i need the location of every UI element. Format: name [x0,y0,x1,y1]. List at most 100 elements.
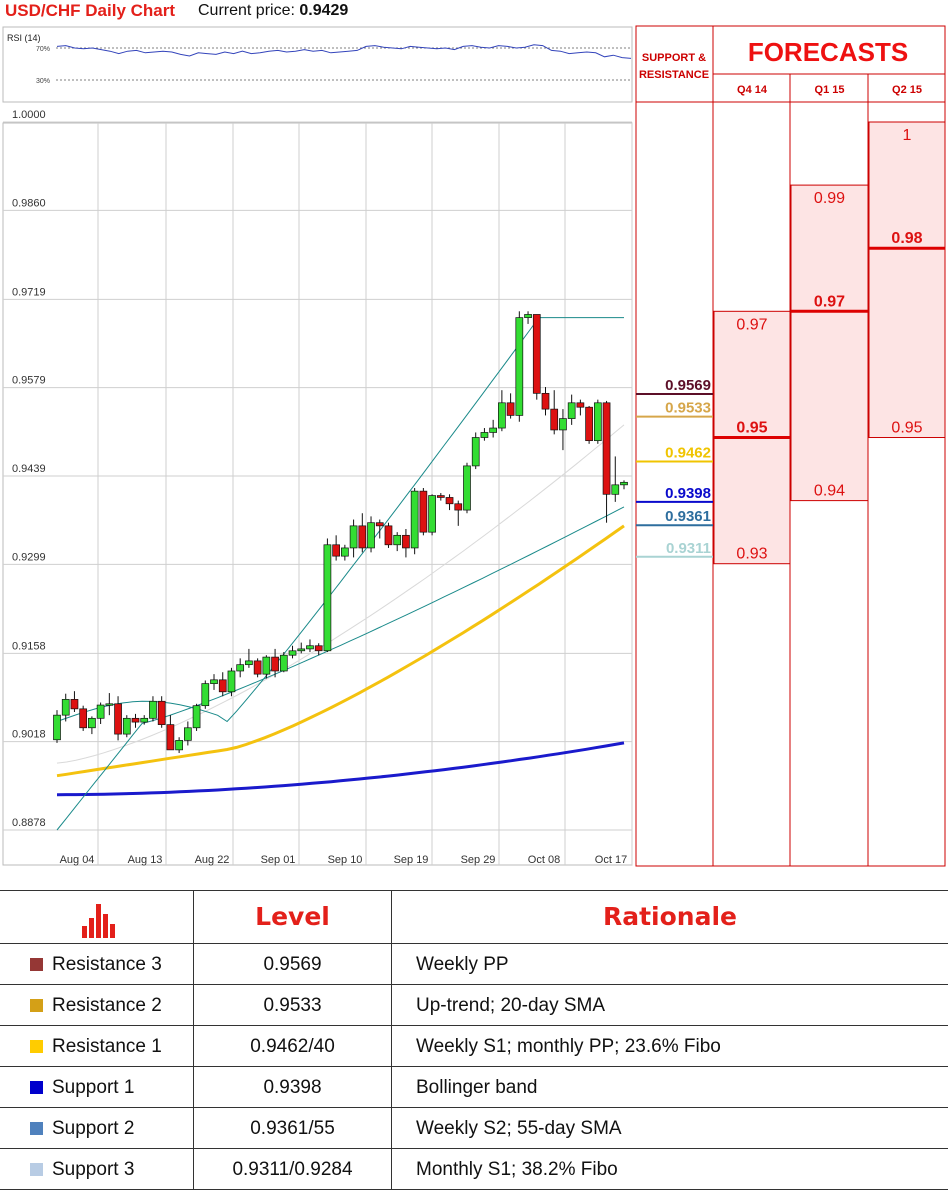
current-price: Current price: 0.9429 [198,2,348,20]
level-color-swatch [30,1122,43,1135]
table-row: Support 1 0.9398 Bollinger band [0,1067,948,1108]
level-rationale: Weekly S2; 55-day SMA [416,1118,622,1139]
candle-up [410,490,419,549]
level-value: 0.9361/55 [250,1118,335,1139]
rationale-header: Rationale [602,902,737,931]
sr-header-line2: RESISTANCE [639,69,709,81]
candle-up [393,534,402,546]
candle-up [498,402,506,429]
forecast-low: 0.94 [814,483,845,500]
level-color-swatch [30,958,43,971]
candle-down [70,699,79,710]
candle-up [489,427,498,433]
level-name: Resistance 3 [52,954,162,975]
chart-header: USD/CHF Daily Chart Current price: 0.942… [0,0,636,24]
sr-value: 0.9569 [665,377,711,394]
candle-down [506,402,515,416]
forecast-column-label: Q1 15 [815,84,845,96]
level-color-swatch [30,1040,43,1053]
candle-up [611,484,620,495]
candle-up [53,714,61,741]
x-tick-label: Sep 19 [394,854,429,866]
candle-up [245,660,253,666]
sr-value: 0.9533 [665,400,711,417]
candle-up [236,664,245,672]
level-rationale: Weekly S1; monthly PP; 23.6% Fibo [416,1036,721,1057]
candle-up [567,402,576,419]
y-tick-label: 0.8878 [12,817,46,829]
candle-up [183,727,192,741]
y-tick-label: 0.9018 [12,729,46,741]
level-value: 0.9462/40 [250,1036,335,1057]
candle-up [620,481,628,486]
candle-up [262,656,271,675]
y-tick-label: 0.9860 [12,197,46,209]
candle-up [279,654,288,672]
candle-up [61,699,70,716]
candle-up [593,402,602,442]
rsi-panel: RSI (14) 70% 30% [2,26,633,103]
candle-up [288,650,297,656]
level-name: Support 3 [52,1159,135,1180]
forecast-mid: 0.97 [814,293,845,310]
y-tick-label: 1.0000 [12,109,46,121]
rsi-label: RSI (14) [7,33,41,43]
forecast-high: 0.99 [814,190,845,207]
x-tick-label: Aug 22 [195,854,230,866]
candle-down [550,408,559,431]
forecast-high: 1 [903,127,912,144]
level-value: 0.9533 [263,995,322,1016]
y-tick-label: 0.9579 [12,375,46,387]
current-price-value: 0.9429 [299,2,349,19]
candle-up [323,544,332,652]
candle-up [515,317,524,416]
indicator-line [56,741,625,797]
level-name: Resistance 1 [52,1036,162,1057]
candle-down [541,392,550,410]
candle-down [253,660,262,675]
level-color-swatch [30,999,43,1012]
rsi-line [56,44,632,59]
forecasts-title: FORECASTS [748,37,908,67]
x-tick-label: Oct 17 [595,854,627,866]
candle-up [480,432,489,438]
candle-up [524,314,532,318]
level-name: Support 2 [52,1118,135,1139]
level-value: 0.9398 [263,1077,322,1098]
forecast-high: 0.97 [736,316,767,333]
indicator-line [56,524,625,778]
y-tick-label: 0.9719 [12,286,46,298]
candle-down [271,656,279,672]
indicator-line [56,506,625,831]
forecast-low: 0.95 [891,420,922,437]
candle-up [306,645,314,650]
candle-down [445,497,454,505]
candle-up [96,704,105,719]
candle-up [297,648,306,652]
candle-down [157,700,166,725]
forecast-range [868,121,946,439]
candle-down [436,495,445,498]
candle-up [210,679,218,684]
level-rationale: Bollinger band [416,1077,538,1098]
candle-down [454,503,463,511]
chart-title: USD/CHF Daily Chart [5,1,176,20]
candle-up [349,525,358,549]
candle-down [314,645,323,652]
candle-up [463,465,471,511]
level-header: Level [255,902,330,931]
bar-chart-icon [80,902,120,938]
y-tick-label: 0.9158 [12,640,46,652]
rsi-level-low: 30% [36,78,50,85]
table-row: Resistance 3 0.9569 Weekly PP [0,944,948,985]
x-tick-label: Sep 29 [461,854,496,866]
table-row: Support 2 0.9361/55 Weekly S2; 55-day SMA [0,1108,948,1149]
level-color-swatch [30,1163,43,1176]
table-row: Support 3 0.9311/0.9284 Monthly S1; 38.2% … [0,1149,948,1190]
forecast-column-label: Q4 14 [737,84,768,96]
level-rationale: Weekly PP [416,954,509,975]
x-tick-label: Sep 10 [328,854,363,866]
candle-up [201,683,210,707]
candle-down [419,490,428,533]
level-value: 0.9569 [263,954,322,975]
